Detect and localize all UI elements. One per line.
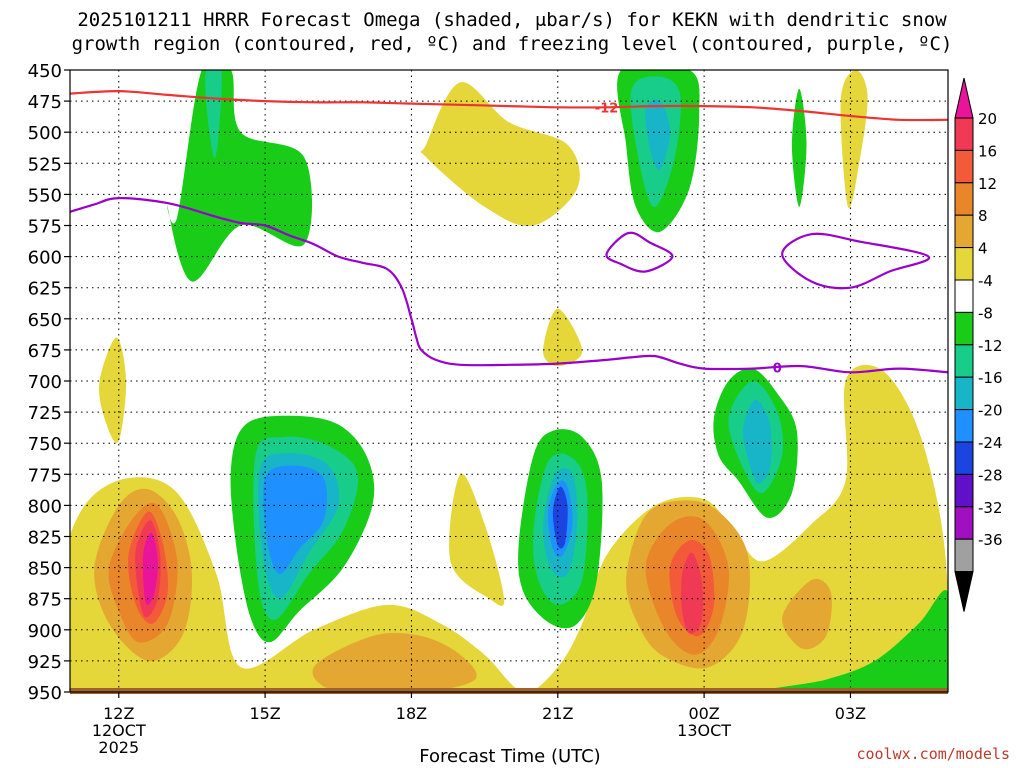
y-tick-label: 675	[28, 341, 62, 362]
colorbar-label: -16	[978, 369, 1003, 387]
colorbar-swatch	[954, 149, 974, 184]
omega-region-green-upper-left	[167, 70, 313, 282]
colorbar-swatch	[954, 214, 974, 249]
omega-region-green-sliver	[791, 88, 807, 207]
omega-region-darkblue-21z	[552, 486, 568, 549]
y-tick-label: 800	[28, 496, 62, 517]
colorbar-label: 8	[978, 207, 988, 225]
x-tick-label: 18Z	[396, 704, 427, 723]
omega-region-yellow-mid	[449, 473, 505, 606]
x-tick-year: 2025	[98, 738, 139, 757]
dgz-contour-label: -12	[595, 101, 619, 116]
x-tick-date: 12OCT	[92, 721, 146, 740]
colorbar-label: 20	[978, 110, 997, 128]
colorbar-swatch	[954, 247, 974, 281]
colorbar-label: -12	[978, 337, 1003, 355]
x-tick-label: 15Z	[249, 704, 280, 723]
colorbar-min-triangle	[954, 571, 974, 612]
colorbar-max-triangle	[954, 77, 974, 119]
x-tick-label: 21Z	[542, 704, 573, 723]
credit-text: coolwx.com/models	[856, 745, 1010, 763]
y-tick-label: 925	[28, 652, 62, 673]
colorbar-label: 4	[978, 240, 988, 258]
dgz-contour-line	[70, 89, 948, 122]
ground-strip	[70, 688, 948, 694]
omega-region-green-bottom-right	[763, 590, 948, 692]
omega-region-yellow-21z-small	[543, 308, 583, 367]
y-tick-label: 525	[28, 154, 62, 175]
x-tick-label: 03Z	[835, 704, 866, 723]
colorbar-label: -24	[978, 434, 1003, 452]
colorbar-swatch	[954, 182, 974, 216]
omega-region-red-right	[681, 552, 704, 634]
y-tick-label: 875	[28, 590, 62, 611]
colorbar-label: -8	[978, 304, 993, 322]
freezing-level-line	[70, 196, 948, 374]
omega-region-blue-15z-blob	[263, 465, 327, 574]
omega-region-yellow-sliver	[840, 70, 868, 209]
x-tick-label: 00Z	[688, 704, 719, 723]
colorbar-label: -32	[978, 499, 1003, 517]
contour-lines: -12 0	[70, 89, 948, 376]
x-axis-label: Forecast Time (UTC)	[419, 746, 601, 767]
y-tick-label: 625	[28, 279, 62, 300]
colorbar-swatch	[954, 279, 974, 313]
y-tick-label: 725	[28, 403, 62, 424]
omega-region-teal-upper-left	[205, 70, 222, 158]
y-tick-label: 475	[28, 92, 62, 113]
y-tick-label: 575	[28, 217, 62, 238]
y-tick-label: 600	[28, 248, 62, 269]
omega-region-cyan-top-right	[645, 99, 670, 171]
y-tick-label: 450	[28, 61, 62, 82]
x-tick-date: 13OCT	[677, 721, 731, 740]
colorbar-label: -28	[978, 466, 1003, 484]
y-tick-label: 950	[28, 683, 62, 704]
y-tick-label: 775	[28, 465, 62, 486]
y-tick-label: 650	[28, 310, 62, 331]
chart-title-line-1: 2025101211 HRRR Forecast Omega (shaded, …	[77, 9, 947, 31]
colorbar-label: 16	[978, 142, 997, 160]
colorbar-swatch	[954, 538, 974, 573]
colorbar: 20 16 12 8 4 -4 -8 -12 -16 -20 -24 -28 -32 -36	[954, 77, 1003, 612]
colorbar-swatch	[954, 441, 974, 475]
freezing-level-loop	[781, 232, 930, 290]
y-tick-label: 700	[28, 372, 62, 393]
y-tick-label: 850	[28, 559, 62, 580]
y-tick-label: 825	[28, 528, 62, 549]
omega-region-orange-small-right	[782, 578, 832, 650]
colorbar-swatch	[954, 409, 974, 443]
y-tick-label: 900	[28, 621, 62, 642]
colorbar-swatch	[954, 117, 974, 151]
x-tick-label: 12Z	[103, 704, 134, 723]
omega-fills	[70, 70, 948, 692]
omega-region-yellow-left-small	[98, 337, 127, 443]
colorbar-label: -4	[978, 272, 993, 290]
colorbar-swatch	[954, 344, 974, 378]
chart-title-line-2: growth region (contoured, red, ºC) and f…	[71, 33, 953, 55]
omega-region-cyan-right-mid	[742, 399, 772, 484]
y-tick-label: 550	[28, 185, 62, 206]
colorbar-label: 12	[978, 175, 997, 193]
colorbar-label: -20	[978, 402, 1003, 420]
y-tick-label: 750	[28, 434, 62, 455]
colorbar-swatch	[954, 473, 974, 508]
freezing-level-loop	[605, 231, 674, 273]
omega-region-yellow-top-mid	[420, 82, 580, 227]
axes: 450 475 500 525 550 575 600 625 650 675 700 725 750 7…	[28, 61, 949, 757]
omega-region-orange-bottom-mid	[312, 632, 477, 692]
freezing-level-label: 0	[773, 361, 782, 376]
y-tick-label: 500	[28, 123, 62, 144]
colorbar-swatch	[954, 376, 974, 411]
colorbar-label: -36	[978, 531, 1003, 549]
omega-region-magenta-left	[142, 532, 158, 606]
colorbar-swatch	[954, 506, 974, 540]
colorbar-swatch	[954, 311, 974, 346]
